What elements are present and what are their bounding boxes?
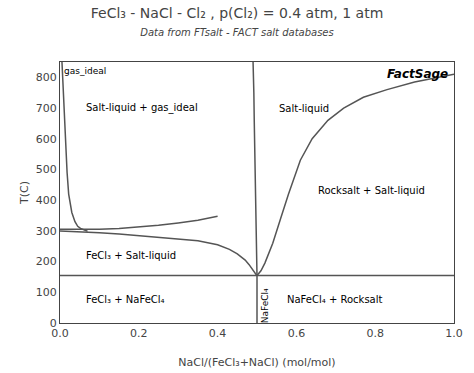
svg-text:FactSage: FactSage <box>387 67 448 81</box>
svg-text:100: 100 <box>36 286 57 299</box>
svg-text:0: 0 <box>50 317 57 330</box>
svg-text:FeCl₃ + NaFeCl₄: FeCl₃ + NaFeCl₄ <box>86 294 165 305</box>
svg-text:200: 200 <box>36 255 57 268</box>
svg-text:0.2: 0.2 <box>130 327 148 340</box>
svg-text:400: 400 <box>36 194 57 207</box>
svg-text:NaCl/(FeCl₃+NaCl) (mol/mol): NaCl/(FeCl₃+NaCl) (mol/mol) <box>178 356 335 369</box>
svg-text:NaFeCl₄: NaFeCl₄ <box>260 288 270 323</box>
svg-text:300: 300 <box>36 225 57 238</box>
svg-text:Rocksalt + Salt-liquid: Rocksalt + Salt-liquid <box>318 185 425 196</box>
svg-text:T(C): T(C) <box>18 181 31 205</box>
svg-text:600: 600 <box>36 133 57 146</box>
svg-text:0.8: 0.8 <box>366 327 384 340</box>
svg-text:gas_ideal: gas_ideal <box>64 66 106 76</box>
svg-text:0.0: 0.0 <box>51 327 69 340</box>
svg-text:NaFeCl₄ + Rocksalt: NaFeCl₄ + Rocksalt <box>287 294 382 305</box>
svg-text:700: 700 <box>36 102 57 115</box>
svg-text:1.0: 1.0 <box>445 327 463 340</box>
svg-text:500: 500 <box>36 163 57 176</box>
svg-text:Salt-liquid: Salt-liquid <box>279 103 329 114</box>
svg-text:FeCl₃ + Salt-liquid: FeCl₃ + Salt-liquid <box>86 250 176 261</box>
svg-text:Salt-liquid + gas_ideal: Salt-liquid + gas_ideal <box>86 102 198 114</box>
svg-text:0.6: 0.6 <box>288 327 306 340</box>
svg-text:FeCl₃ - NaCl - Cl₂ , p(Cl₂) =: FeCl₃ - NaCl - Cl₂ , p(Cl₂) = 0.4 atm, 1… <box>91 5 384 38</box>
svg-text:800: 800 <box>36 71 57 84</box>
svg-text:0.4: 0.4 <box>209 327 227 340</box>
